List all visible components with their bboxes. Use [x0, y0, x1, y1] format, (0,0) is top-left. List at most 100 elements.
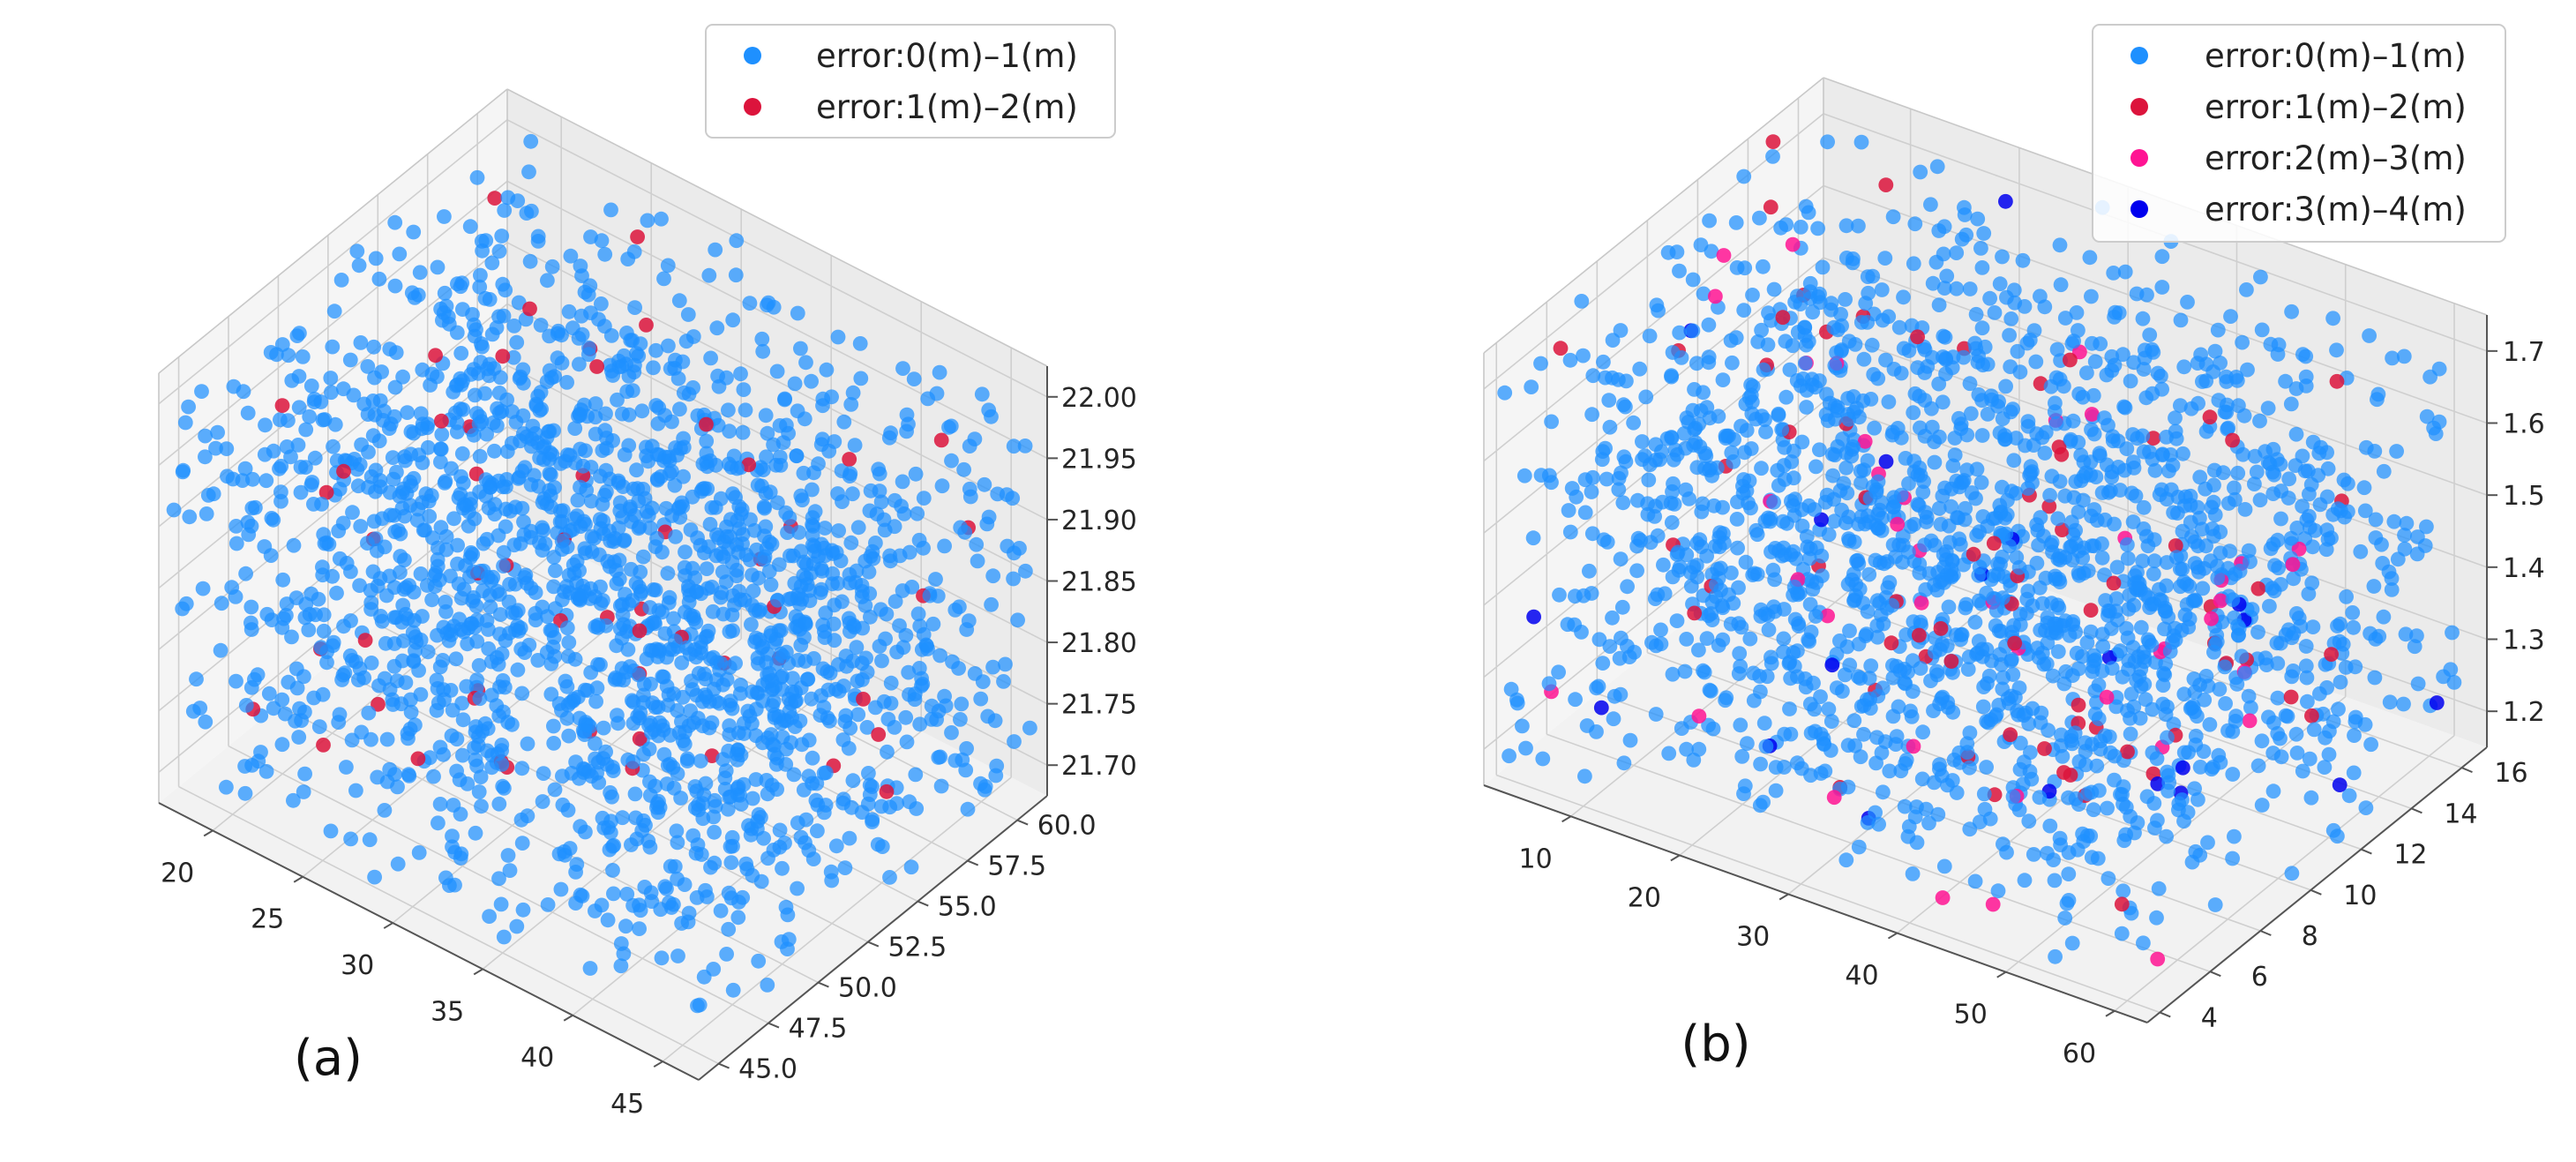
point-error-0-1 — [2121, 602, 2137, 617]
point-error-0-1 — [600, 912, 616, 928]
panel-a-legend: error:0(m)–1(m) error:1(m)–2(m) — [705, 24, 1116, 139]
point-error-0-1 — [738, 402, 753, 418]
point-error-0-1 — [2171, 802, 2186, 818]
point-error-0-1 — [1838, 218, 1854, 234]
point-error-0-1 — [697, 666, 712, 682]
point-error-0-1 — [297, 704, 312, 720]
point-error-0-1 — [427, 567, 443, 583]
point-error-0-1 — [2150, 813, 2165, 828]
point-error-0-1 — [2087, 683, 2103, 699]
point-error-0-1 — [1901, 476, 1916, 491]
y-tick-mark — [2411, 807, 2422, 814]
point-error-0-1 — [1704, 606, 1719, 621]
point-error-0-1 — [708, 798, 723, 814]
point-error-0-1 — [288, 713, 303, 729]
point-error-0-1 — [374, 613, 390, 629]
point-error-0-1 — [382, 761, 398, 777]
point-error-0-1 — [605, 863, 620, 878]
point-error-0-1 — [1691, 642, 1706, 658]
point-error-0-1 — [228, 536, 244, 551]
pane-edge — [506, 88, 1048, 367]
point-error-0-1 — [1745, 288, 1760, 303]
point-error-0-1 — [1765, 562, 1781, 578]
point-error-0-1 — [836, 414, 852, 430]
point-error-1-2 — [2304, 708, 2319, 723]
point-error-0-1 — [1582, 563, 1597, 579]
point-error-0-1 — [1497, 385, 1513, 401]
point-error-0-1 — [1971, 633, 1987, 649]
point-error-0-1 — [627, 786, 643, 802]
z-tick-label: 21.80 — [1061, 628, 1137, 659]
point-error-0-1 — [2011, 802, 2027, 818]
point-error-0-1 — [1611, 482, 1627, 498]
point-error-0-1 — [756, 830, 771, 846]
point-error-0-1 — [353, 519, 369, 534]
point-error-0-1 — [2299, 512, 2315, 528]
point-error-0-1 — [198, 428, 213, 444]
point-error-2-3 — [2150, 951, 2166, 967]
point-error-0-1 — [2048, 948, 2063, 964]
point-error-0-1 — [648, 582, 663, 598]
point-error-0-1 — [403, 704, 419, 720]
point-error-0-1 — [445, 828, 460, 843]
point-error-0-1 — [775, 435, 791, 450]
point-error-0-1 — [2283, 396, 2299, 412]
point-error-0-1 — [2051, 600, 2067, 616]
point-error-0-1 — [2145, 745, 2160, 761]
point-error-0-1 — [1653, 622, 1668, 638]
point-error-0-1 — [515, 902, 531, 918]
point-error-0-1 — [535, 766, 551, 781]
point-error-0-1 — [981, 509, 997, 525]
point-error-0-1 — [1568, 692, 1583, 708]
point-error-0-1 — [375, 413, 391, 428]
point-error-0-1 — [1017, 439, 1033, 454]
point-error-0-1 — [1626, 415, 1641, 431]
point-error-0-1 — [498, 519, 513, 535]
point-error-0-1 — [291, 730, 307, 745]
point-error-0-1 — [522, 253, 538, 269]
point-error-0-1 — [2284, 866, 2300, 881]
point-error-0-1 — [1642, 328, 1658, 344]
point-error-0-1 — [1838, 292, 1853, 307]
point-error-0-1 — [2340, 476, 2355, 491]
point-error-2-3 — [2099, 689, 2115, 705]
point-error-0-1 — [379, 731, 395, 747]
point-error-0-1 — [2376, 609, 2392, 625]
point-error-0-1 — [2300, 693, 2315, 709]
point-error-0-1 — [593, 469, 608, 484]
point-error-0-1 — [775, 648, 790, 663]
point-error-0-1 — [1689, 356, 1704, 371]
point-error-0-1 — [351, 258, 367, 274]
point-error-0-1 — [708, 548, 724, 564]
point-error-0-1 — [386, 471, 401, 487]
point-error-0-1 — [806, 651, 821, 666]
point-error-0-1 — [530, 653, 546, 668]
point-error-0-1 — [932, 364, 947, 380]
point-error-0-1 — [1759, 669, 1775, 685]
point-error-0-1 — [2330, 618, 2345, 633]
point-error-0-1 — [751, 953, 767, 969]
point-error-0-1 — [431, 815, 446, 831]
point-error-0-1 — [2018, 438, 2033, 454]
point-error-0-1 — [1756, 362, 1771, 378]
point-error-0-1 — [332, 551, 348, 566]
point-error-0-1 — [546, 736, 562, 751]
point-error-0-1 — [951, 661, 966, 676]
point-error-0-1 — [559, 620, 575, 636]
point-error-0-1 — [719, 947, 734, 962]
point-error-0-1 — [367, 869, 382, 885]
point-error-0-1 — [1704, 595, 1720, 610]
gridline-z-back — [506, 180, 1048, 460]
point-error-0-1 — [415, 362, 431, 378]
point-error-0-1 — [1595, 444, 1611, 459]
point-error-0-1 — [331, 715, 347, 730]
point-error-0-1 — [1516, 468, 1532, 484]
point-error-0-1 — [2019, 591, 2035, 607]
point-error-0-1 — [533, 318, 549, 333]
point-error-0-1 — [1776, 458, 1792, 473]
point-error-0-1 — [406, 224, 422, 240]
point-error-0-1 — [1766, 281, 1782, 297]
point-error-0-1 — [1991, 697, 2007, 713]
point-error-0-1 — [478, 472, 494, 488]
point-error-0-1 — [2068, 624, 2084, 640]
